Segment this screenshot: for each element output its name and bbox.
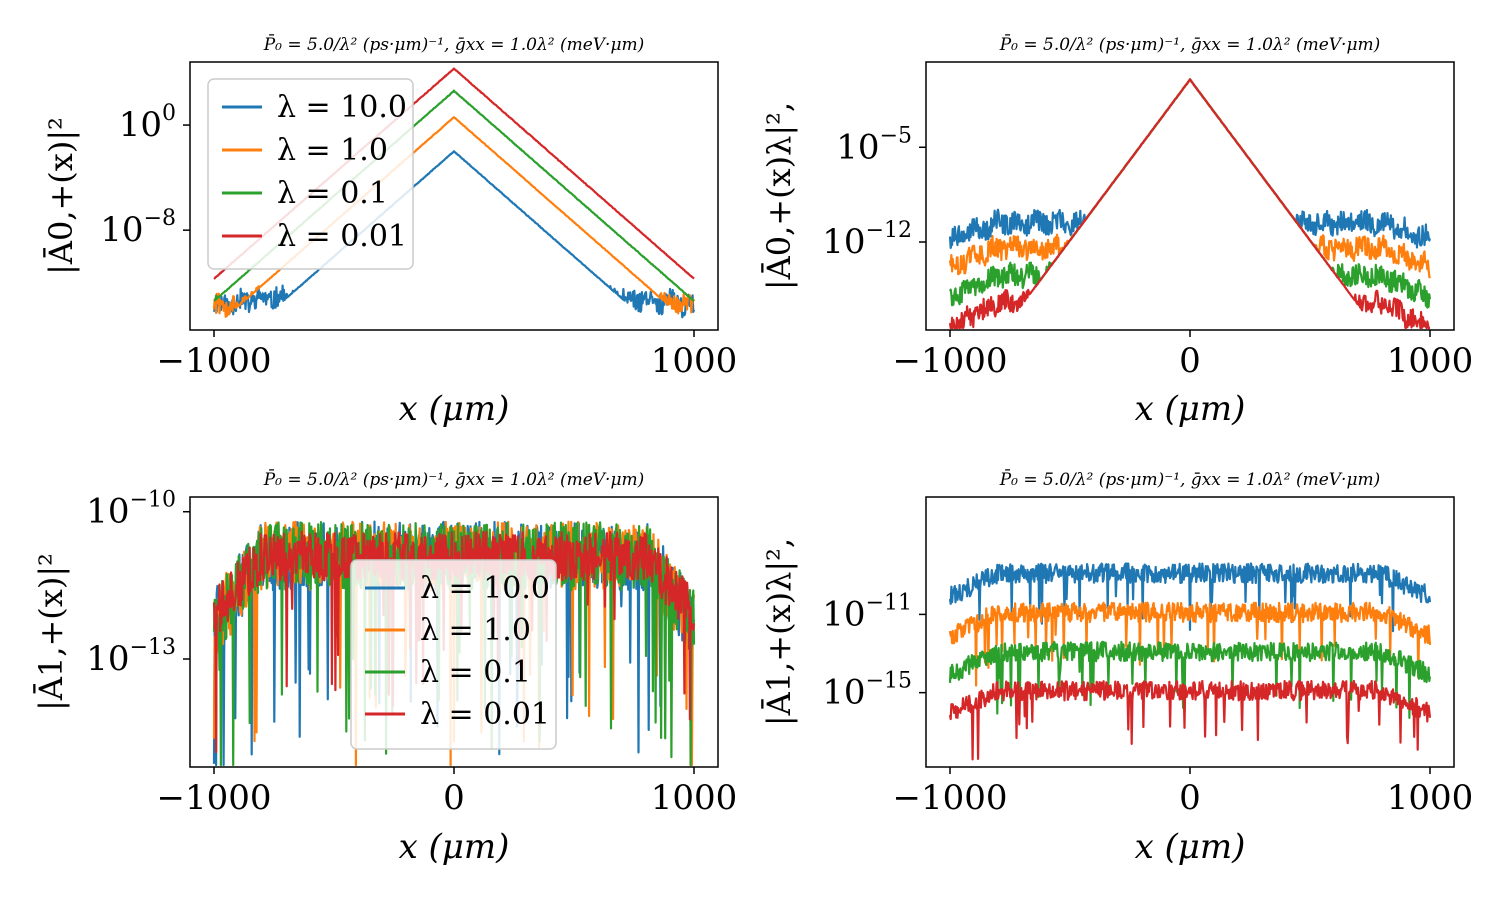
series-line-2	[948, 640, 1432, 719]
panel3-ylabel: |Ā1,+(x)λ|²,	[760, 538, 798, 726]
panel1-yticks: 10−5 10−12	[822, 123, 926, 262]
legend-label-1: λ = 1.0	[420, 613, 531, 648]
panel0-yticks: 100 10−8	[100, 101, 190, 250]
panel1-xlabel: x (μm)	[1135, 389, 1246, 429]
series-line-2	[949, 78, 1432, 309]
ytick-label: 10−11	[822, 590, 912, 634]
series-line-1	[948, 78, 1432, 279]
panel0-frame	[189, 61, 719, 331]
legend-label-2: λ = 0.1	[277, 176, 388, 211]
legend-box	[207, 78, 414, 270]
legend-label-3: λ = 0.01	[420, 697, 550, 732]
ytick-label: 10−10	[86, 488, 176, 532]
panel0-ylabel: |Ā0,+(x)|²	[42, 117, 80, 275]
ytick-label: 100	[119, 101, 176, 145]
panel0-title: P̄₀ = 5.0/λ² (ps·μm)⁻¹, ḡxx = 1.0λ² (meV…	[263, 33, 645, 55]
series-line-1	[948, 601, 1432, 687]
panel2-xlabel: x (μm)	[399, 827, 510, 867]
xtick-label: 1000	[1387, 778, 1474, 818]
panel-top-left: P̄₀ = 5.0/λ² (ps·μm)⁻¹, ḡxx = 1.0λ² (meV…	[42, 33, 737, 429]
panel1-title: P̄₀ = 5.0/λ² (ps·μm)⁻¹, ḡxx = 1.0λ² (meV…	[999, 33, 1381, 55]
ytick-label: 10−5	[836, 123, 912, 167]
xtick-label: −1000	[156, 341, 271, 381]
panel0-xticks: −1000 1000	[156, 330, 737, 381]
panel0-legend: λ = 10.0 λ = 1.0 λ = 0.1 λ = 0.01	[207, 78, 414, 270]
panel3-xlabel: x (μm)	[1135, 827, 1246, 867]
panel3-xticks: −1000 0 1000	[892, 767, 1473, 818]
xtick-label: 0	[1179, 341, 1201, 381]
xtick-label: −1000	[156, 778, 271, 818]
ytick-label: 10−13	[86, 635, 176, 679]
series-line-0	[212, 150, 696, 319]
ytick-label: 10−15	[822, 669, 912, 713]
panel-top-right: P̄₀ = 5.0/λ² (ps·μm)⁻¹, ḡxx = 1.0λ² (meV…	[760, 33, 1473, 429]
xtick-label: 1000	[651, 341, 738, 381]
series-line-3	[948, 679, 1432, 761]
series-line-3	[948, 78, 1431, 330]
legend-label-2: λ = 0.1	[420, 655, 531, 690]
xtick-label: 1000	[651, 778, 738, 818]
panel2-ylabel: |Ā1,+(x)|²	[32, 553, 70, 711]
panel3-series	[948, 562, 1432, 761]
ytick-label: 10−12	[822, 218, 912, 262]
panel3-title: P̄₀ = 5.0/λ² (ps·μm)⁻¹, ḡxx = 1.0λ² (meV…	[999, 468, 1381, 490]
panel3-yticks: 10−11 10−15	[822, 590, 926, 713]
panel1-series	[948, 78, 1432, 330]
panel2-title: P̄₀ = 5.0/λ² (ps·μm)⁻¹, ḡxx = 1.0λ² (meV…	[263, 468, 645, 490]
legend-label-1: λ = 1.0	[277, 133, 388, 168]
panel1-xticks: −1000 0 1000	[892, 330, 1473, 381]
xtick-label: 1000	[1387, 341, 1474, 381]
xtick-label: −1000	[892, 778, 1007, 818]
xtick-label: 0	[443, 778, 465, 818]
panel-bottom-left: P̄₀ = 5.0/λ² (ps·μm)⁻¹, ḡxx = 1.0λ² (meV…	[32, 468, 737, 867]
legend-label-3: λ = 0.01	[277, 219, 407, 254]
legend-box	[350, 559, 557, 750]
series-line-0	[948, 562, 1432, 633]
xtick-label: −1000	[892, 341, 1007, 381]
panel-bottom-right: P̄₀ = 5.0/λ² (ps·μm)⁻¹, ḡxx = 1.0λ² (meV…	[760, 468, 1473, 867]
series-line-0	[948, 78, 1432, 249]
legend-label-0: λ = 10.0	[277, 90, 407, 125]
legend-label-0: λ = 10.0	[420, 571, 550, 606]
panel1-ylabel: |Ā0,+(x)λ|²,	[760, 102, 798, 290]
panel2-xticks: −1000 0 1000	[156, 767, 737, 818]
panel0-xlabel: x (μm)	[399, 389, 510, 429]
panel2-yticks: 10−10 10−13	[86, 488, 190, 679]
ytick-label: 10−8	[100, 206, 176, 250]
panel2-legend: λ = 10.0 λ = 1.0 λ = 0.1 λ = 0.01	[350, 559, 557, 750]
xtick-label: 0	[1179, 778, 1201, 818]
